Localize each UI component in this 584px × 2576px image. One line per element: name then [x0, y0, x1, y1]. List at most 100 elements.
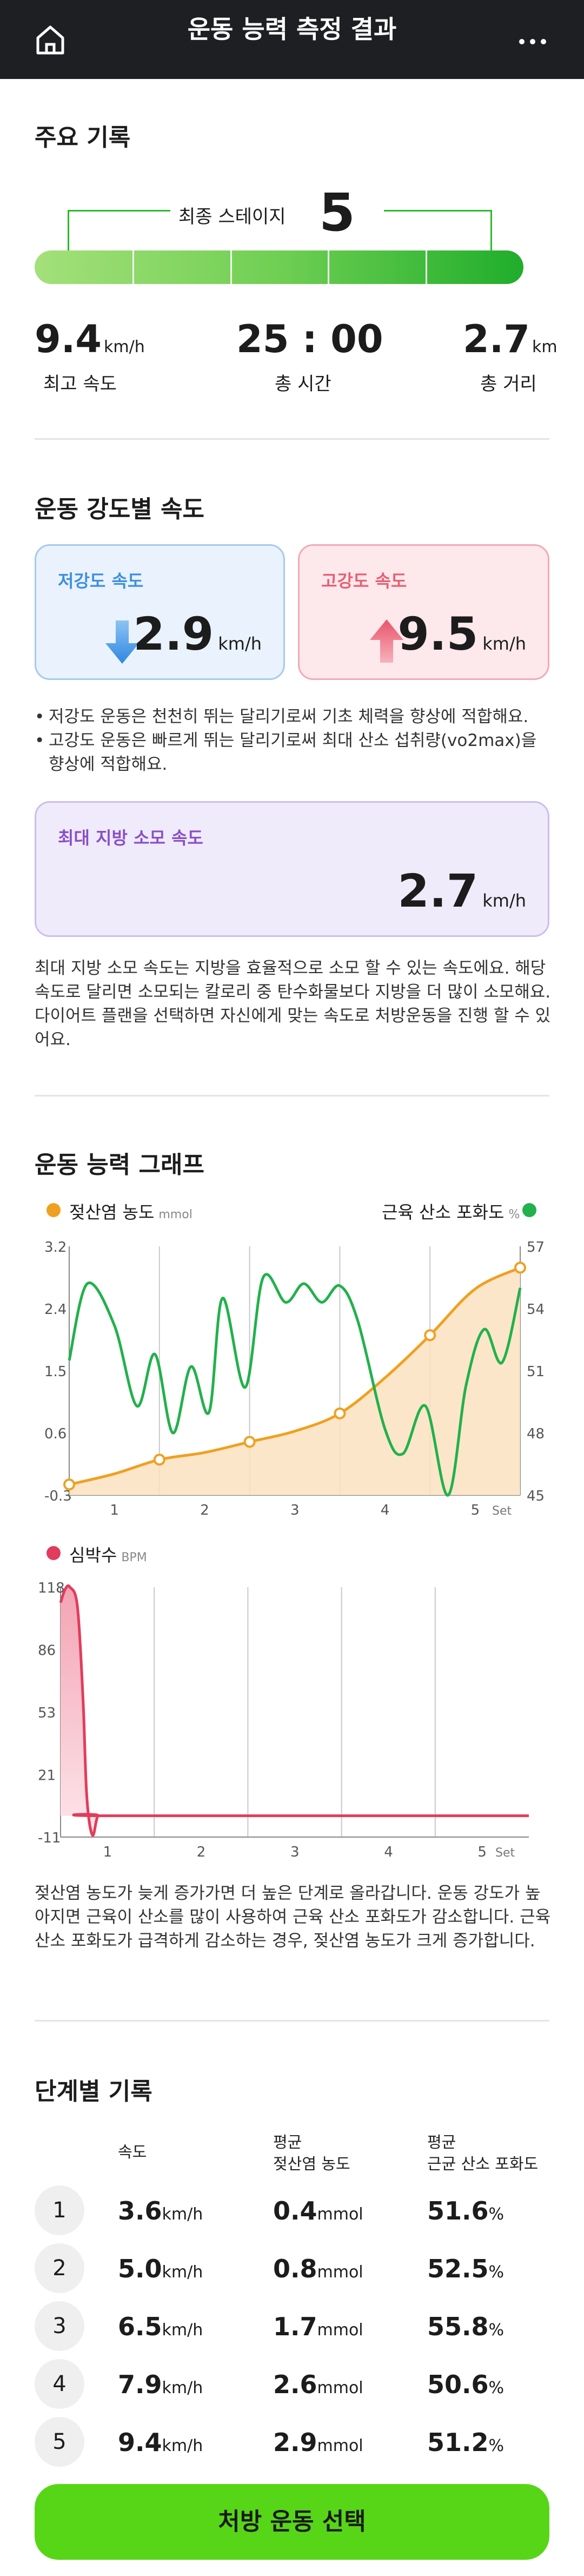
x-tick: 3: [290, 1502, 300, 1518]
total-distance-label: 총 거리: [480, 373, 537, 395]
x-tick: 1: [110, 1502, 119, 1518]
lactate-area: [69, 1267, 520, 1495]
section-title-graph: 운동 능력 그래프: [35, 1151, 204, 1179]
intensity-bullet: 고강도 운동은 빠르게 뛰는 달리기로써 최대 산소 섭취량(vo2max)을 …: [35, 729, 554, 776]
stage-speed-cell: 6.5km/h: [118, 2312, 203, 2341]
stage-lactate-cell: 1.7mmol: [273, 2312, 363, 2341]
heart-rate-legend: 심박수 BPM: [69, 1545, 147, 1566]
stage-speed-cell: 9.4km/h: [118, 2428, 203, 2457]
header-lactate: 평균 젖산염 농도: [273, 2133, 350, 2173]
final-stage-value: 5: [319, 182, 355, 243]
y-tick-right: 51: [527, 1364, 545, 1380]
app-bar: 운동 능력 측정 결과: [0, 0, 584, 79]
high-intensity-card: 고강도 속도 9.5 km/h: [298, 544, 549, 680]
high-intensity-label: 고강도 속도: [321, 571, 407, 591]
stage-separator: [328, 250, 330, 284]
lactate-legend-dot: [47, 1203, 61, 1217]
stage-separator: [426, 250, 428, 284]
y-tick-left: 0.6: [44, 1426, 67, 1442]
page-title: 운동 능력 측정 결과: [187, 15, 397, 44]
x-tick: 4: [384, 1844, 393, 1860]
section-title-intensity: 운동 강도별 속도: [35, 496, 204, 523]
low-intensity-label: 저강도 속도: [58, 571, 144, 591]
stage-separator: [230, 250, 232, 284]
max-speed-label: 최고 속도: [43, 373, 117, 395]
smo2-line: [68, 1273, 522, 1497]
stage-progress-bar: [35, 250, 523, 284]
lactate-point: [153, 1454, 165, 1466]
lactate-point: [424, 1329, 436, 1342]
x-tick: 5: [477, 1844, 487, 1860]
graph-description: 젖산염 농도가 늦게 증가가면 더 높은 단계로 올라갑니다. 운동 강도가 높…: [35, 1884, 551, 1951]
total-distance-value: 2.7 km: [463, 317, 558, 361]
fat-burn-label: 최대 지방 소모 속도: [58, 828, 203, 848]
heart-rate-line: [59, 1584, 529, 1837]
stage-number: 4: [35, 2359, 84, 2409]
stage-separator: [132, 250, 134, 284]
total-time-label: 총 시간: [275, 373, 331, 395]
x-tick: 1: [103, 1844, 112, 1860]
y-tick: 53: [38, 1705, 56, 1721]
heart-rate-area: [61, 1586, 529, 1836]
low-intensity-card: 저강도 속도 2.9 km/h: [35, 544, 285, 680]
x-tick: 2: [200, 1502, 209, 1518]
divider: [35, 438, 549, 440]
y-tick-right: 54: [527, 1302, 545, 1318]
home-icon[interactable]: [32, 22, 68, 57]
arrow-down-icon: [105, 620, 139, 664]
lactate-line: [69, 1266, 521, 1486]
section-title-stages: 단계별 기록: [35, 2078, 152, 2105]
x-tick: 5: [471, 1502, 480, 1518]
y-tick: -11: [38, 1830, 61, 1846]
intensity-bullet: 저강도 운동은 천천히 뛰는 달리기로써 기초 체력을 향상에 적합해요.: [35, 705, 554, 729]
stage-lactate-cell: 2.9mmol: [273, 2428, 363, 2457]
stage-number: 1: [35, 2185, 84, 2235]
stage-smo2-cell: 55.8%: [427, 2312, 505, 2341]
section-title-summary: 주요 기록: [35, 124, 131, 151]
y-tick-left: -0.3: [44, 1488, 72, 1504]
stage-lactate-cell: 2.6mmol: [273, 2370, 363, 2399]
select-prescription-button[interactable]: 처방 운동 선택: [35, 2484, 549, 2560]
lactate-point: [63, 1478, 75, 1491]
fat-burn-value: 2.7 km/h: [397, 864, 526, 917]
y-tick-left: 1.5: [44, 1364, 67, 1380]
y-tick-left: 2.4: [44, 1302, 67, 1318]
arrow-up-icon: [370, 619, 403, 663]
y-tick: 21: [38, 1768, 56, 1784]
divider: [35, 1095, 549, 1097]
x-unit: Set: [492, 1504, 512, 1518]
low-intensity-value: 2.9 km/h: [133, 607, 262, 660]
x-tick: 3: [290, 1844, 300, 1860]
y-tick-right: 57: [527, 1239, 545, 1256]
x-unit: Set: [495, 1846, 515, 1860]
lactate-point: [243, 1436, 256, 1448]
y-tick: 118: [38, 1580, 65, 1596]
y-tick-right: 48: [527, 1426, 545, 1442]
stage-speed-cell: 7.9km/h: [118, 2370, 203, 2399]
stage-smo2-cell: 50.6%: [427, 2370, 505, 2399]
stage-smo2-cell: 51.2%: [427, 2428, 505, 2457]
more-vertical-icon[interactable]: [515, 24, 550, 60]
max-speed-value: 9.4 km/h: [35, 317, 145, 361]
stage-bracket-right: [384, 210, 492, 250]
heart-rate-legend-dot: [47, 1546, 61, 1560]
intensity-bullets: 저강도 운동은 천천히 뛰는 달리기로써 기초 체력을 향상에 적합해요. 고강…: [35, 705, 554, 776]
stage-lactate-cell: 0.4mmol: [273, 2196, 363, 2225]
header-speed: 속도: [118, 2143, 147, 2161]
heart-rate-chart: 118 86 53 21 -11 1 2 3 4 5 Set: [38, 1580, 529, 1860]
stage-smo2-cell: 52.5%: [427, 2254, 505, 2283]
smo2-legend-dot: [522, 1203, 536, 1217]
high-intensity-value: 9.5 km/h: [397, 607, 526, 660]
y-tick-right: 45: [527, 1488, 545, 1504]
stage-number: 5: [35, 2417, 84, 2467]
total-time-value: 25 : 00: [236, 317, 383, 361]
stage-number: 2: [35, 2243, 84, 2293]
fat-burn-card: 최대 지방 소모 속도 2.7 km/h: [35, 801, 549, 937]
stage-speed-cell: 5.0km/h: [118, 2254, 203, 2283]
x-tick: 4: [381, 1502, 390, 1518]
smo2-legend: 근육 산소 포화도%: [382, 1202, 520, 1223]
y-tick: 86: [38, 1643, 56, 1659]
stage-lactate-cell: 0.8mmol: [273, 2254, 363, 2283]
stage-bracket-left: [68, 210, 170, 250]
